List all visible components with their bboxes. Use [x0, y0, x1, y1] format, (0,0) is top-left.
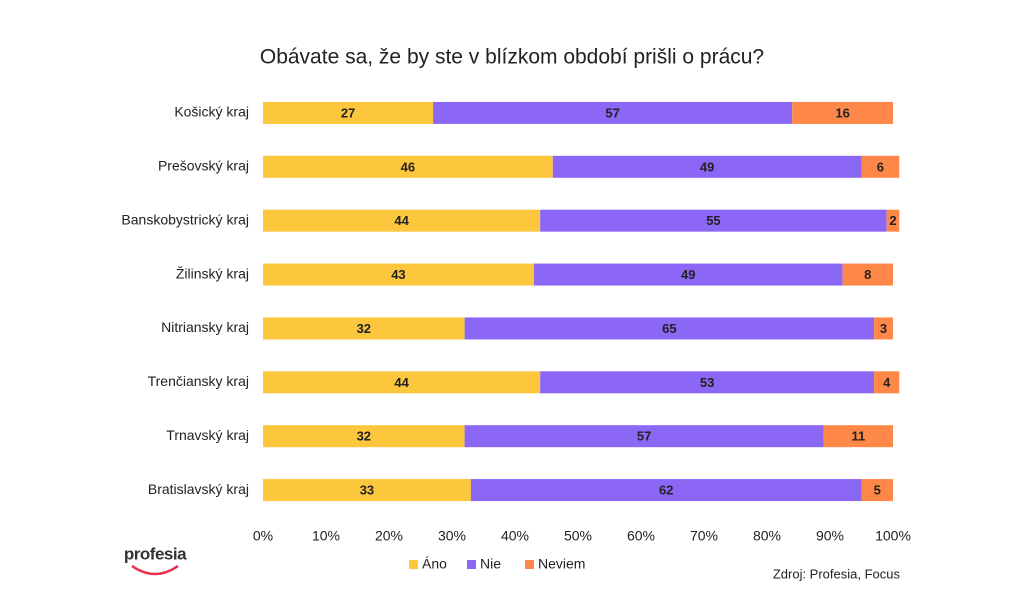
data-label: 2 [889, 213, 896, 228]
bar-segment [861, 479, 893, 502]
legend-label: Neviem [538, 556, 585, 572]
bar-segment [792, 101, 893, 124]
data-label: 33 [360, 483, 374, 498]
legend-label: Nie [480, 556, 501, 572]
legend-swatch [467, 560, 476, 569]
data-label: 11 [851, 429, 865, 444]
data-label: 57 [605, 105, 619, 120]
data-label: 5 [874, 483, 881, 498]
bar-segment [263, 209, 541, 232]
y-tick-label: Bratislavský kraj [148, 481, 249, 497]
bar-segment [540, 209, 887, 232]
bar-segment [842, 263, 893, 286]
bar-segment [263, 317, 465, 340]
x-tick-label: 0% [253, 528, 273, 544]
data-label: 32 [357, 429, 371, 444]
x-tick-label: 50% [564, 528, 592, 544]
x-tick-label: 80% [753, 528, 781, 544]
logo-arc [131, 564, 179, 576]
data-label: 57 [637, 429, 651, 444]
x-tick-label: 40% [501, 528, 529, 544]
data-label: 62 [659, 483, 673, 498]
bar-segment [540, 371, 875, 394]
data-label: 43 [391, 267, 405, 282]
y-tick-label: Prešovský kraj [158, 158, 249, 174]
data-label: 65 [662, 321, 676, 336]
bar-segment [263, 155, 553, 178]
data-label: 46 [401, 159, 415, 174]
bar-segment [263, 371, 541, 394]
y-tick-label: Trnavský kraj [166, 427, 249, 443]
data-label: 49 [681, 267, 695, 282]
bar-segment [886, 209, 900, 232]
source: Zdroj: Profesia, Focus [773, 566, 901, 581]
chart-title: Obávate sa, že by ste v blízkom období p… [260, 46, 764, 69]
bar-segment [433, 101, 793, 124]
data-label: 6 [877, 159, 884, 174]
data-label: 3 [880, 321, 887, 336]
x-tick-label: 30% [438, 528, 466, 544]
legend-swatch [409, 560, 418, 569]
bar-segment [470, 479, 862, 502]
data-label: 49 [700, 159, 714, 174]
data-label: 44 [394, 375, 409, 390]
bar-segment [263, 263, 534, 286]
data-label: 16 [835, 105, 849, 120]
bar-segment [861, 155, 900, 178]
logo: profesia [124, 544, 187, 563]
bar-segment [263, 479, 471, 502]
y-tick-label: Trenčiansky kraj [148, 373, 249, 389]
bar-segment [464, 317, 875, 340]
y-tick-label: Banskobystrický kraj [121, 211, 249, 227]
bar-segment [533, 263, 843, 286]
x-tick-label: 10% [312, 528, 340, 544]
y-tick-label: Žilinský kraj [176, 265, 249, 281]
bar-segment [464, 425, 824, 448]
data-label: 8 [864, 267, 871, 282]
x-tick-label: 100% [875, 528, 911, 544]
y-tick-label: Nitriansky kraj [161, 319, 249, 335]
data-label: 4 [883, 375, 891, 390]
bar-segment [874, 371, 900, 394]
bar-segment [874, 317, 893, 340]
y-tick-label: Košický kraj [174, 104, 249, 120]
data-label: 27 [341, 105, 355, 120]
bar-segment [263, 101, 434, 124]
legend-label: Áno [422, 556, 447, 572]
data-label: 32 [357, 321, 371, 336]
x-tick-label: 60% [627, 528, 655, 544]
legend-swatch [525, 560, 534, 569]
bar-segment [552, 155, 862, 178]
x-tick-label: 70% [690, 528, 718, 544]
data-label: 55 [706, 213, 720, 228]
x-tick-label: 90% [816, 528, 844, 544]
data-label: 53 [700, 375, 714, 390]
data-label: 44 [394, 213, 409, 228]
bar-segment [263, 425, 465, 448]
bar-segment [823, 425, 893, 448]
x-tick-label: 20% [375, 528, 403, 544]
